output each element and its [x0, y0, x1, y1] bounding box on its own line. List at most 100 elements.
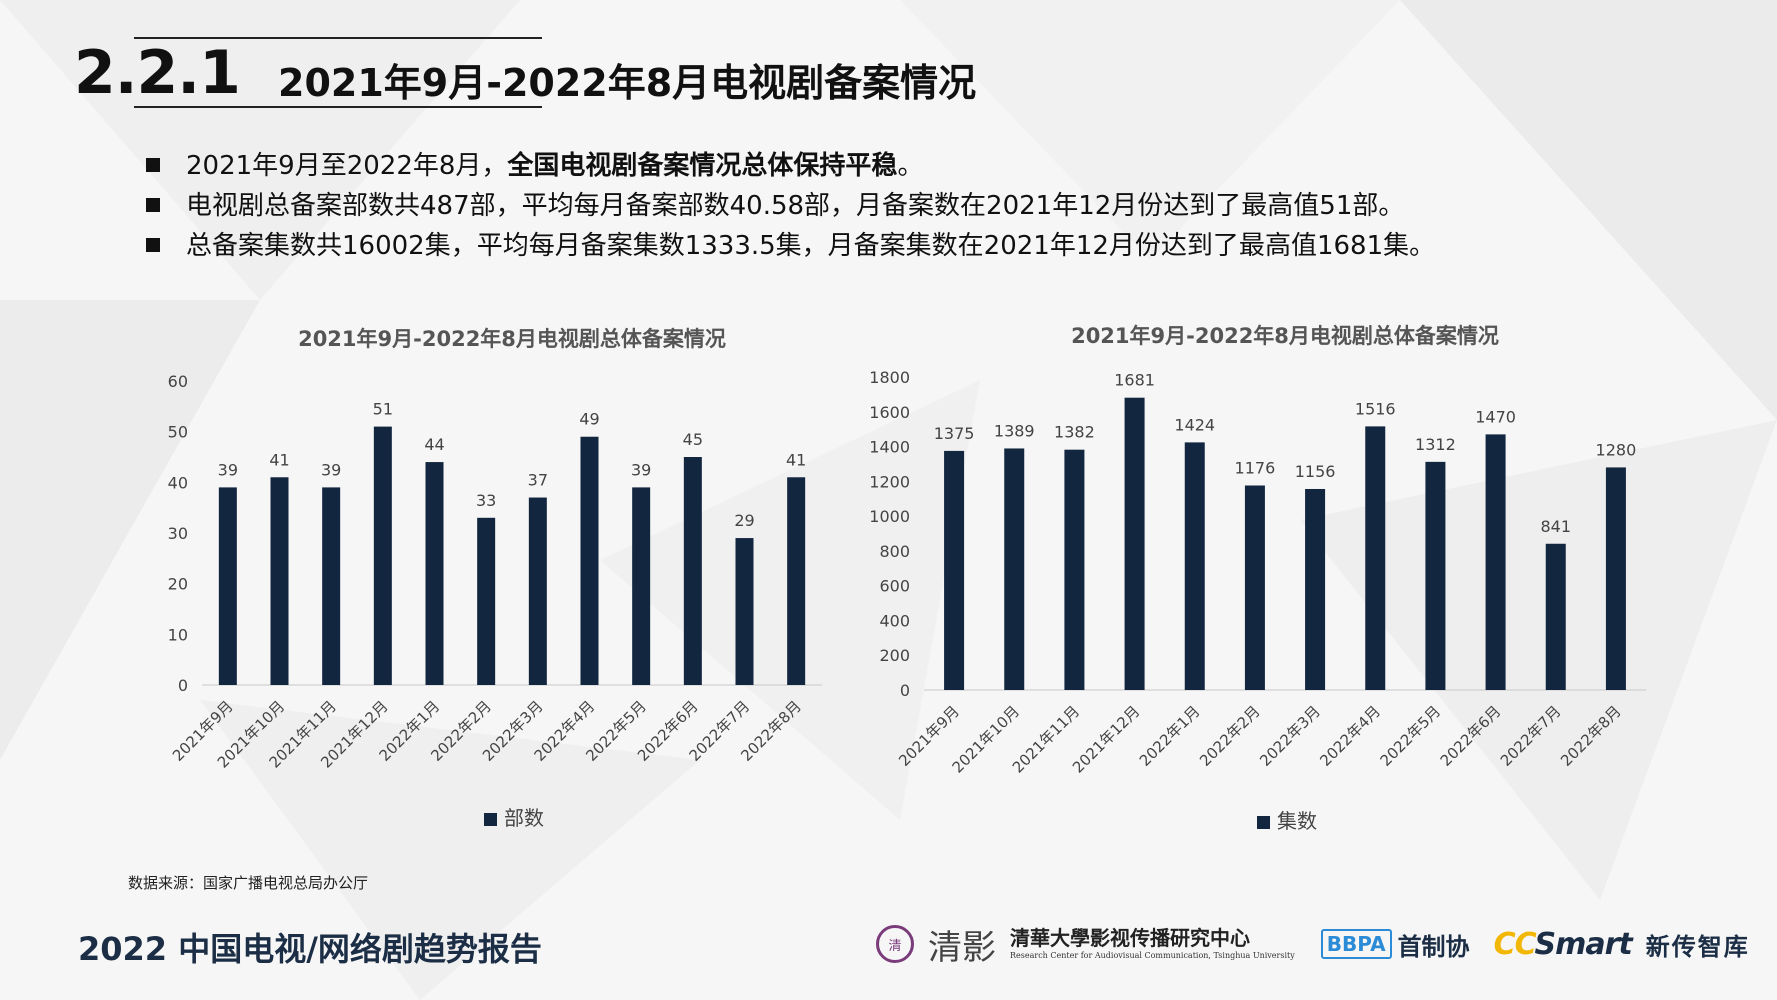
x-tick-label: 2022年5月: [1377, 702, 1445, 770]
data-label: 44: [424, 435, 444, 454]
bar: [322, 487, 341, 685]
data-label: 51: [373, 400, 393, 419]
bar: [735, 538, 754, 685]
data-label: 1176: [1235, 459, 1276, 478]
bar-chart-episodes-total: 2021年9月-2022年8月电视剧总体备案情况 0 200 400 600 800 100…: [869, 324, 1646, 833]
bar: [1485, 434, 1506, 690]
y-tick-label: 0: [178, 676, 188, 695]
ccsmart-mark: CCSmart: [1493, 926, 1633, 962]
bullet-text: 总备案集数共16002集，平均每月备案集数1333.5集，月备案集数在2021年…: [186, 231, 1436, 261]
bullet-item: 总备案集数共16002集，平均每月备案集数1333.5集，月备案集数在2021年…: [146, 226, 1435, 266]
data-label: 49: [579, 410, 599, 429]
report-title: 2022 中国电视/网络剧趋势报告: [78, 930, 542, 968]
y-tick-label: 400: [879, 611, 910, 630]
tsinghua-center-name: 清華大學影视传播研究中心: [1010, 926, 1250, 950]
data-label: 841: [1540, 517, 1571, 536]
y-tick-label: 20: [168, 575, 188, 594]
bar: [425, 462, 444, 685]
data-label: 39: [218, 460, 238, 479]
data-label: 1389: [994, 421, 1035, 440]
bar: [1305, 488, 1326, 690]
data-label: 1470: [1475, 407, 1516, 426]
data-label: 41: [786, 450, 806, 469]
x-tick-label: 2022年4月: [1316, 702, 1384, 770]
data-label: 45: [683, 430, 703, 449]
data-label: 1312: [1415, 435, 1456, 454]
y-tick-label: 1000: [869, 507, 910, 526]
data-label: 1280: [1596, 440, 1637, 459]
y-tick-label: 1400: [869, 438, 910, 457]
data-label: 1382: [1054, 423, 1095, 442]
tsinghua-center-english: Research Center for Audiovisual Communic…: [1010, 951, 1295, 960]
data-label: 29: [734, 511, 754, 530]
y-tick-label: 0: [900, 681, 910, 700]
y-tick-label: 600: [879, 577, 910, 596]
bar: [787, 477, 806, 685]
bar: [477, 517, 496, 685]
data-label: 39: [631, 460, 651, 479]
data-source: 数据来源：国家广播电视总局办公厅: [128, 874, 369, 892]
y-tick-label: 1600: [869, 403, 910, 422]
legend-swatch: [484, 813, 497, 826]
bar: [1064, 449, 1085, 690]
bar: [270, 477, 289, 685]
section-number: 2.2.1: [74, 38, 241, 108]
bar: [1545, 543, 1566, 690]
bar: [632, 487, 651, 685]
bullet-emphasis: 全国电视剧备案情况总体保持平稳: [507, 151, 898, 181]
y-tick-label: 200: [879, 646, 910, 665]
x-tick-label: 2022年8月: [1557, 702, 1625, 770]
bar: [1004, 448, 1025, 690]
bar: [1124, 397, 1145, 690]
bar: [1365, 426, 1386, 690]
x-tick-label: 2022年7月: [1497, 702, 1565, 770]
y-tick-label: 10: [168, 625, 188, 644]
x-tick-label: 2022年3月: [1256, 702, 1324, 770]
bullet-text: 电视剧总备案部数共487部，平均每月备案部数40.58部，月备案数在2021年1…: [186, 191, 1405, 221]
title-rule-bottom: [134, 106, 542, 108]
data-label: 1156: [1295, 462, 1336, 481]
tsinghua-center-logo: 清華大學影视传播研究中心 Research Center for Audiovi…: [1010, 928, 1295, 960]
x-tick-label: 2022年6月: [1437, 702, 1505, 770]
qingying-logo: 清影: [928, 927, 996, 968]
bbpa-name: 首制协: [1397, 932, 1470, 961]
chart-title: 2021年9月-2022年8月电视剧总体备案情况: [1071, 324, 1499, 348]
data-label: 1375: [934, 424, 975, 443]
y-tick-label: 800: [879, 542, 910, 561]
bar: [218, 487, 237, 685]
bar: [683, 457, 702, 685]
bullet-text: 2021年9月至2022年8月，: [186, 151, 508, 181]
partner-logos: 清 清影 清華大學影视传播研究中心 Research Center for Au…: [876, 918, 1750, 970]
y-tick-label: 1800: [869, 368, 910, 387]
bullet-square-icon: [146, 158, 160, 172]
bar: [1425, 461, 1446, 690]
y-tick-label: 1200: [869, 472, 910, 491]
y-tick-label: 60: [168, 372, 188, 391]
bar: [528, 497, 547, 685]
y-tick-label: 40: [168, 473, 188, 492]
x-tick-label: 2022年2月: [1196, 702, 1264, 770]
legend-label: 集数: [1277, 809, 1317, 833]
data-label: 37: [528, 471, 548, 490]
data-label: 39: [321, 460, 341, 479]
bar: [1184, 442, 1205, 690]
tsinghua-seal-logo: 清: [876, 925, 914, 963]
chart-title: 2021年9月-2022年8月电视剧总体备案情况: [298, 327, 726, 351]
title-rule-top: [134, 37, 542, 39]
bar: [373, 426, 392, 685]
bullet-square-icon: [146, 238, 160, 252]
ccsmart-logo: CCSmart 新传智库: [1494, 927, 1750, 962]
bullet-tail: 。: [897, 151, 924, 181]
legend-swatch: [1257, 816, 1270, 829]
bar: [944, 450, 965, 690]
page-title: 2021年9月-2022年8月电视剧备案情况: [278, 61, 977, 105]
x-tick-label: 2022年1月: [1136, 702, 1204, 770]
data-label: 41: [269, 450, 289, 469]
ccsmart-name: 新传智库: [1645, 932, 1750, 961]
y-tick-label: 30: [168, 524, 188, 543]
bar: [1605, 467, 1626, 690]
bar: [580, 436, 599, 685]
bar-chart-episodes-count: 2021年9月-2022年8月电视剧总体备案情况 0 10 20 30 40 50 60 39 2…: [168, 327, 822, 830]
data-label: 1424: [1174, 415, 1215, 434]
